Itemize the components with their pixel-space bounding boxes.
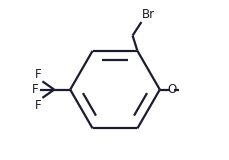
Text: Br: Br bbox=[142, 8, 155, 21]
Text: O: O bbox=[166, 83, 176, 96]
Text: F: F bbox=[35, 68, 41, 80]
Text: F: F bbox=[35, 99, 41, 112]
Text: F: F bbox=[32, 83, 38, 96]
